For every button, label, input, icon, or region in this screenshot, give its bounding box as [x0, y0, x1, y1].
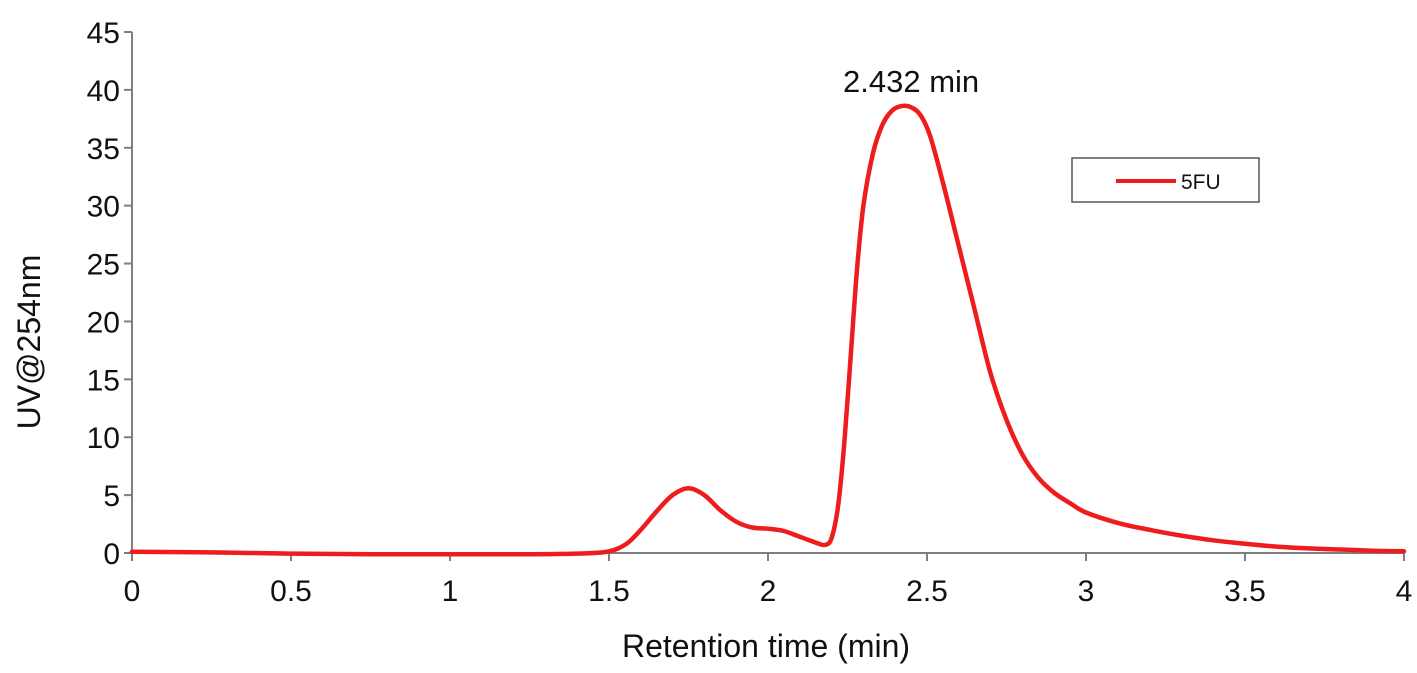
y-tick-label: 25 [87, 249, 120, 282]
y-tick-label: 10 [87, 422, 120, 455]
y-axis-title: UV@254nm [11, 255, 47, 430]
x-tick-label: 2 [760, 575, 777, 608]
x-tick-label: 3.5 [1224, 575, 1266, 608]
x-tick-label: 4 [1396, 575, 1413, 608]
y-tick-label: 0 [103, 538, 120, 571]
y-ticks-group: 0 5 10 15 20 25 30 35 40 45 [87, 17, 132, 571]
x-axis-title: Retention time (min) [622, 628, 910, 664]
x-tick-label: 1 [442, 575, 459, 608]
y-tick-label: 35 [87, 133, 120, 166]
x-ticks-group: 0 0.5 1 1.5 2 2.5 3 3.5 4 [124, 553, 1413, 608]
y-tick-label: 5 [103, 480, 120, 513]
x-tick-label: 1.5 [588, 575, 630, 608]
y-tick-label: 30 [87, 191, 120, 224]
y-tick-label: 45 [87, 17, 120, 50]
axes-group [131, 32, 1404, 554]
x-tick-label: 3 [1078, 575, 1095, 608]
series-layer [129, 103, 1407, 557]
x-tick-label: 0 [124, 575, 141, 608]
x-tick-label: 2.5 [906, 575, 948, 608]
peak-annotation: 2.432 min [843, 64, 979, 99]
series-line-5fu [129, 103, 1407, 557]
x-tick-label: 0.5 [270, 575, 312, 608]
y-tick-label: 15 [87, 364, 120, 397]
legend-label-5fu: 5FU [1181, 171, 1221, 194]
y-tick-label: 20 [87, 306, 120, 339]
legend: 5FU [1071, 157, 1260, 203]
y-tick-label: 40 [87, 75, 120, 108]
